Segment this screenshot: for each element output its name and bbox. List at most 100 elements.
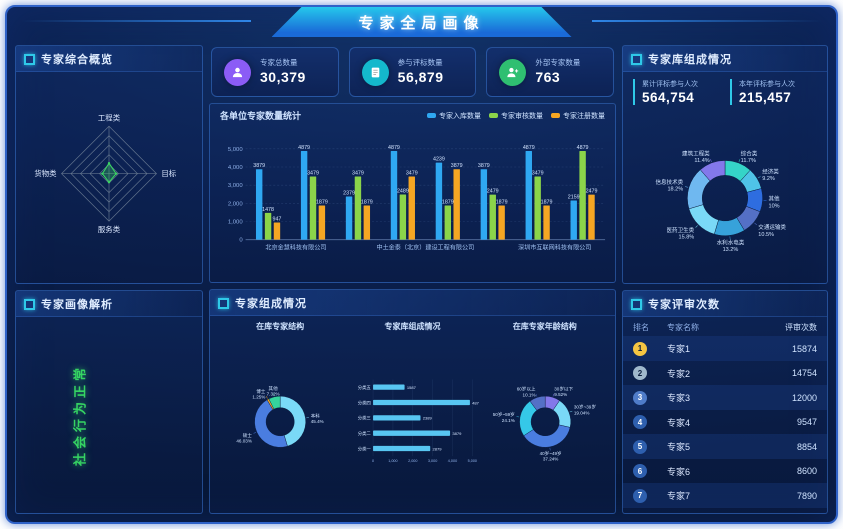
svg-text:3879: 3879 [453, 431, 463, 436]
svg-text:5,000: 5,000 [468, 460, 477, 464]
panel-marker-icon [24, 298, 35, 310]
svg-text:3879: 3879 [253, 163, 265, 169]
kpi-card-total-experts: 专家总数量 30,379 [211, 47, 339, 97]
kpi-text: 参与评标数量 56,879 [398, 58, 444, 86]
bar-chart-header: 各单位专家数量统计 专家入库数量 专家审核数量 专家注册数量 [210, 104, 615, 122]
table-row: 2 专家2 14754 [623, 361, 827, 386]
kpi-text: 专家总数量 30,379 [260, 58, 306, 86]
svg-text:分类四: 分类四 [358, 400, 371, 407]
legend-swatch [551, 113, 560, 118]
svg-text:0: 0 [239, 238, 243, 244]
rank-badge: 2 [633, 366, 647, 381]
svg-text:服务类: 服务类 [98, 224, 121, 234]
bar-chart-legend: 专家入库数量 专家审核数量 专家注册数量 [427, 111, 605, 121]
kpi-row: 专家总数量 30,379 [209, 45, 616, 103]
panel-marker-icon [218, 297, 229, 309]
expert-education-donut-chart: 本科 45.4% 硕士 46.03% 博士 1.25% 其他 7.32% [214, 333, 346, 509]
table-row: 5 专家5 8854 [623, 434, 827, 459]
expert-overview-radar-chart: 工程类 目标 服务类 货物类 [16, 72, 202, 283]
stat-value: 215,457 [739, 90, 792, 105]
sub-chart-category: 专家库组成情况 0 1,000 2,000 3,000 4,000 5,000 分类五 158… [346, 316, 482, 509]
kpi-label: 外部专家数量 [535, 58, 581, 68]
legend-item[interactable]: 专家审核数量 [489, 111, 543, 121]
legend-item[interactable]: 专家注册数量 [551, 111, 605, 121]
expert-name: 专家4 [667, 417, 691, 428]
sub-chart-title: 在库专家结构 [256, 322, 305, 332]
svg-text:4,000: 4,000 [448, 460, 457, 464]
svg-text:其他7.32%: 其他 7.32% [267, 385, 280, 397]
stat-total-participation: 累计评标参与人次 564,754 [633, 79, 720, 105]
expert-name: 专家6 [667, 466, 691, 477]
left-column: 专家综合概览 工程类 目标 服务类 货物类 专家画像解析 社会行为正常 [15, 45, 203, 514]
table-row: 6 专家6 8600 [623, 459, 827, 484]
sub-chart-age: 在库专家年龄结构 30岁以下 9.52% 30岁~39岁 19.04% 40岁~49岁 3… [479, 316, 611, 509]
composition-charts: 在库专家结构 本科 45.4% 硕士 46.03% 博士 1.25% 其他 7.32% 专家库… [210, 316, 615, 513]
rank-cell: 4 [633, 415, 667, 430]
document-icon [371, 67, 379, 77]
panel-library-composition: 专家库组成情况 累计评标参与人次 564,754 本年评标参与人次 215,45… [622, 45, 828, 285]
expert-library-donut-chart: 综合类 11.7% 经济类 9.2% 其他 10% 交通运输类 10.5% 水利水电类 13.2%… [623, 105, 827, 283]
table-row: 3 专家3 12000 [623, 385, 827, 410]
panel-expert-composition-header: 专家组成情况 [210, 290, 615, 317]
svg-text:博士1.25%: 博士 1.25% [252, 388, 265, 400]
svg-text:4879: 4879 [298, 145, 310, 151]
sub-chart-education: 在库专家结构 本科 45.4% 硕士 46.03% 博士 1.25% 其他 7.32% [214, 316, 346, 509]
rank-badge: 3 [633, 390, 647, 405]
person-plus-icon [507, 67, 519, 77]
svg-text:4879: 4879 [388, 145, 400, 151]
rank-cell: 2 [633, 366, 667, 381]
review-count: 8600 [796, 466, 817, 477]
svg-text:0: 0 [372, 460, 374, 464]
svg-text:3479: 3479 [406, 170, 418, 176]
svg-text:3,000: 3,000 [228, 183, 243, 189]
svg-text:工程类: 工程类 [98, 112, 121, 122]
svg-text:分类一: 分类一 [358, 446, 372, 453]
rank-badge: 5 [633, 439, 647, 454]
panel-title: 专家综合概览 [41, 54, 113, 66]
right-column: 专家库组成情况 累计评标参与人次 564,754 本年评标参与人次 215,45… [622, 45, 828, 514]
svg-text:1879: 1879 [316, 200, 328, 206]
kpi-value: 763 [535, 68, 561, 85]
panel-title: 专家组成情况 [235, 298, 307, 311]
column-name: 专家名称 [667, 323, 699, 333]
svg-text:1879: 1879 [442, 200, 454, 206]
panel-review-count: 专家评审次数 排名 专家名称 评审次数 1 专家1 15874 2 专家2 14754 3 专… [622, 290, 828, 514]
table-row: 1 专家1 15874 [623, 336, 827, 361]
svg-text:1879: 1879 [496, 200, 508, 206]
svg-text:3479: 3479 [352, 170, 364, 176]
kpi-card-bid-participation: 参与评标数量 56,879 [348, 47, 477, 97]
svg-text:2379: 2379 [343, 190, 355, 196]
panel-marker-icon [631, 298, 642, 310]
svg-text:947: 947 [273, 216, 282, 222]
panel-title: 专家库组成情况 [648, 54, 732, 66]
svg-text:3,000: 3,000 [428, 460, 437, 464]
review-count: 15874 [791, 343, 817, 354]
panel-unit-bar-chart: 各单位专家数量统计 专家入库数量 专家审核数量 专家注册数量 0 1,000 2,000… [209, 103, 616, 284]
panel-expert-overview: 专家综合概览 工程类 目标 服务类 货物类 [15, 45, 203, 285]
library-stats-row: 累计评标参与人次 564,754 本年评标参与人次 215,457 [623, 72, 827, 105]
svg-text:中土金泰（北京）建设工程有限公司: 中土金泰（北京）建设工程有限公司 [376, 244, 474, 252]
page-title: 专家全局画像 [358, 14, 485, 32]
panel-expert-composition: 专家组成情况 在库专家结构 本科 45.4% 硕士 46.03% 博士 1.25% 其他 7.… [209, 289, 616, 514]
svg-text:分类二: 分类二 [358, 430, 372, 437]
legend-swatch [489, 113, 498, 118]
column-count: 评审次数 [785, 323, 817, 333]
table-row: 7 专家7 7890 [623, 483, 827, 508]
legend-item[interactable]: 专家入库数量 [427, 111, 481, 121]
panel-library-composition-header: 专家库组成情况 [623, 46, 827, 72]
rank-badge: 6 [633, 464, 647, 479]
svg-text:2479: 2479 [487, 189, 499, 195]
kpi-label: 专家总数量 [260, 58, 298, 68]
